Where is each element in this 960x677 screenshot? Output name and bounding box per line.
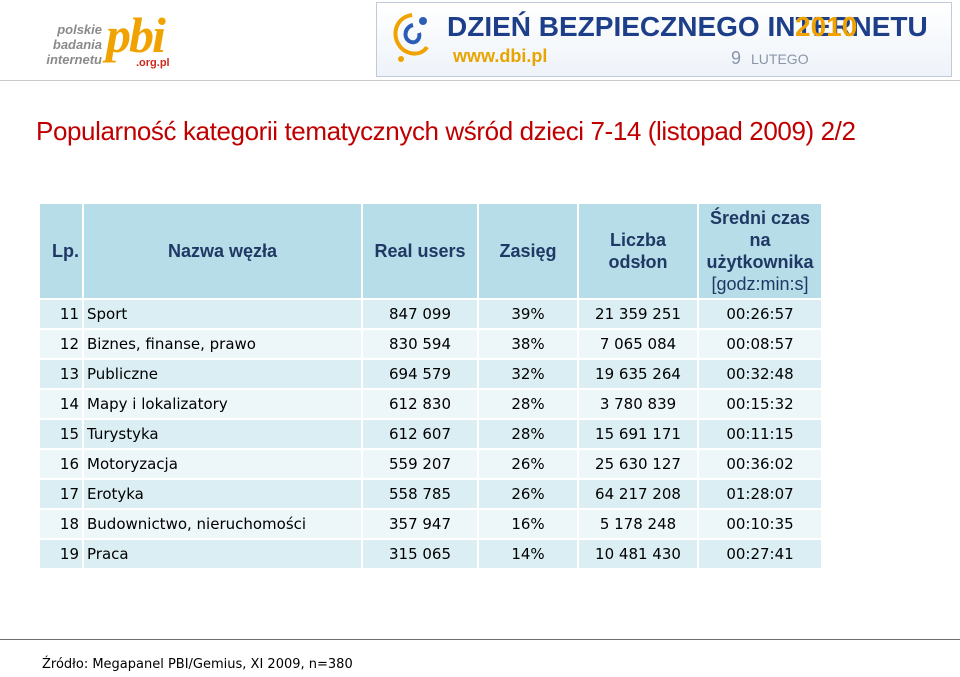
cell-name: Sport <box>84 300 361 328</box>
table-row: 12 Biznes, finanse, prawo 830 594 38% 7 065 … <box>40 330 821 358</box>
cell-lp: 18 <box>40 510 82 538</box>
cell-avg-time: 00:26:57 <box>699 300 821 328</box>
source-note: Źródło: Megapanel PBI/Gemius, XI 2009, n… <box>42 657 353 672</box>
cell-name: Mapy i lokalizatory <box>84 390 361 418</box>
cell-lp: 19 <box>40 540 82 568</box>
cell-avg-time: 00:15:32 <box>699 390 821 418</box>
header-reach: Zasięg <box>479 204 577 298</box>
table-row: 18 Budownictwo, nieruchomości 357 947 16% 5 … <box>40 510 821 538</box>
cell-real-users: 612 607 <box>363 420 477 448</box>
cell-page-views: 15 691 171 <box>579 420 697 448</box>
cell-page-views: 3 780 839 <box>579 390 697 418</box>
pbi-logo-wordmark: polskie badania internetu <box>46 22 102 67</box>
cell-reach: 16% <box>479 510 577 538</box>
header-name: Nazwa węzła <box>84 204 361 298</box>
cell-real-users: 558 785 <box>363 480 477 508</box>
cell-lp: 13 <box>40 360 82 388</box>
cell-lp: 14 <box>40 390 82 418</box>
cell-reach: 38% <box>479 330 577 358</box>
cell-page-views: 25 630 127 <box>579 450 697 478</box>
banner-url: www.dbi.pl <box>453 46 548 66</box>
safer-internet-day-banner: DZIEŃ BEZPIECZNEGO INTERNETU 2010 www.db… <box>376 2 952 77</box>
cell-page-views: 5 178 248 <box>579 510 697 538</box>
categories-table: Lp. Nazwa węzła Real users Zasięg Liczba… <box>38 202 823 570</box>
cell-reach: 14% <box>479 540 577 568</box>
banner-year: 2010 <box>795 11 858 42</box>
cell-real-users: 315 065 <box>363 540 477 568</box>
banner-title: DZIEŃ BEZPIECZNEGO INTERNETU <box>447 11 928 42</box>
cell-reach: 39% <box>479 300 577 328</box>
footer-divider <box>0 639 960 640</box>
cell-avg-time: 00:08:57 <box>699 330 821 358</box>
header-divider <box>0 80 960 81</box>
cell-lp: 17 <box>40 480 82 508</box>
cell-avg-time: 00:10:35 <box>699 510 821 538</box>
cell-reach: 28% <box>479 420 577 448</box>
swirl-logo-icon <box>393 13 429 62</box>
cell-name: Budownictwo, nieruchomości <box>84 510 361 538</box>
cell-reach: 26% <box>479 480 577 508</box>
cell-real-users: 847 099 <box>363 300 477 328</box>
header-real-users: Real users <box>363 204 477 298</box>
header-lp: Lp. <box>40 204 82 298</box>
cell-lp: 16 <box>40 450 82 478</box>
cell-avg-time: 01:28:07 <box>699 480 821 508</box>
cell-name: Turystyka <box>84 420 361 448</box>
cell-reach: 32% <box>479 360 577 388</box>
cell-page-views: 64 217 208 <box>579 480 697 508</box>
cell-name: Biznes, finanse, prawo <box>84 330 361 358</box>
cell-real-users: 612 830 <box>363 390 477 418</box>
table-row: 13 Publiczne 694 579 32% 19 635 264 00:32:48 <box>40 360 821 388</box>
cell-lp: 11 <box>40 300 82 328</box>
cell-avg-time: 00:11:15 <box>699 420 821 448</box>
header-avg-time: Średni czas na użytkownika [godz:min:s] <box>699 204 821 298</box>
cell-page-views: 7 065 084 <box>579 330 697 358</box>
pbi-logo-mark: pbi <box>106 7 166 63</box>
table-row: 11 Sport 847 099 39% 21 359 251 00:26:57 <box>40 300 821 328</box>
cell-real-users: 694 579 <box>363 360 477 388</box>
table-row: 19 Praca 315 065 14% 10 481 430 00:27:41 <box>40 540 821 568</box>
cell-lp: 12 <box>40 330 82 358</box>
cell-lp: 15 <box>40 420 82 448</box>
cell-real-users: 357 947 <box>363 510 477 538</box>
cell-name: Erotyka <box>84 480 361 508</box>
cell-reach: 28% <box>479 390 577 418</box>
cell-reach: 26% <box>479 450 577 478</box>
cell-avg-time: 00:36:02 <box>699 450 821 478</box>
table-row: 15 Turystyka 612 607 28% 15 691 171 00:11:15 <box>40 420 821 448</box>
table-row: 17 Erotyka 558 785 26% 64 217 208 01:28:07 <box>40 480 821 508</box>
cell-real-users: 830 594 <box>363 330 477 358</box>
cell-avg-time: 00:27:41 <box>699 540 821 568</box>
cell-name: Motoryzacja <box>84 450 361 478</box>
cell-name: Praca <box>84 540 361 568</box>
cell-real-users: 559 207 <box>363 450 477 478</box>
header-page-views: Liczba odsłon <box>579 204 697 298</box>
page-title: Popularność kategorii tematycznych wśród… <box>36 116 856 146</box>
table-row: 16 Motoryzacja 559 207 26% 25 630 127 00:36:0… <box>40 450 821 478</box>
table-row: 14 Mapy i lokalizatory 612 830 28% 3 780 839… <box>40 390 821 418</box>
pbi-logo: polskie badania internetu pbi .org.pl <box>36 8 196 70</box>
cell-avg-time: 00:32:48 <box>699 360 821 388</box>
cell-page-views: 21 359 251 <box>579 300 697 328</box>
cell-name: Publiczne <box>84 360 361 388</box>
pbi-logo-domain: .org.pl <box>136 57 170 69</box>
banner-date: 9 LUTEGO <box>731 48 809 68</box>
table-header-row: Lp. Nazwa węzła Real users Zasięg Liczba… <box>40 204 821 298</box>
cell-page-views: 19 635 264 <box>579 360 697 388</box>
cell-page-views: 10 481 430 <box>579 540 697 568</box>
